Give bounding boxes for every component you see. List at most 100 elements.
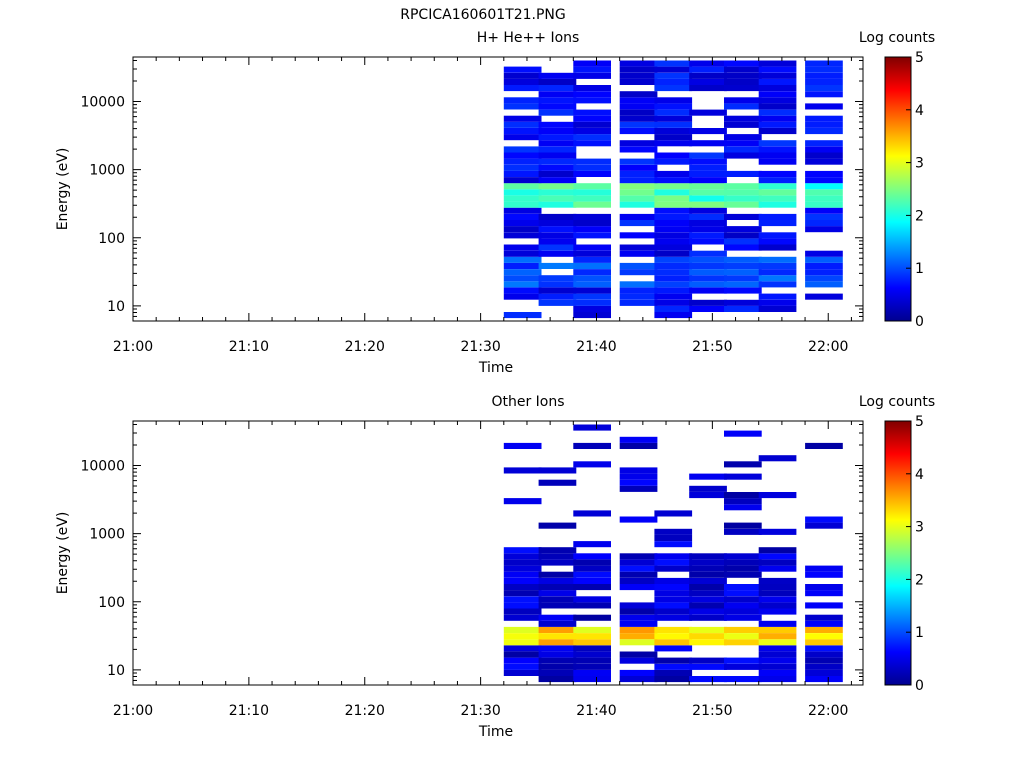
- heatmap-cell: [689, 614, 727, 621]
- heatmap-cell: [805, 442, 843, 449]
- heatmap-cell: [503, 269, 542, 276]
- heatmap-cell: [503, 244, 542, 251]
- heatmap-cell: [724, 195, 762, 202]
- heatmap-cell: [724, 262, 762, 269]
- heatmap-cell: [805, 121, 843, 128]
- heatmap-cell: [758, 281, 797, 288]
- heatmap-cell: [654, 140, 693, 147]
- heatmap-cell: [538, 250, 577, 257]
- heatmap-cell: [503, 275, 542, 282]
- heatmap-cell: [689, 128, 727, 135]
- x-tick-label: 21:30: [460, 339, 500, 355]
- y-tick-label: 1000: [89, 163, 125, 179]
- x-tick-label: 21:00: [113, 703, 153, 719]
- heatmap-cell: [654, 510, 693, 517]
- heatmap-cell: [654, 170, 693, 177]
- heatmap-cell: [805, 522, 843, 529]
- heatmap-cell: [758, 128, 797, 135]
- heatmap-cell: [689, 492, 727, 499]
- heatmap-cell: [654, 596, 693, 603]
- heatmap-cell: [689, 639, 727, 646]
- heatmap-cell: [724, 528, 762, 535]
- x-tick-label: 21:10: [229, 339, 269, 355]
- colorbar-tick-label: 0: [915, 678, 924, 694]
- heatmap-cell: [503, 250, 542, 257]
- heatmap-cell: [573, 571, 611, 578]
- heatmap-cell: [805, 226, 843, 233]
- heatmap-cell: [503, 115, 542, 122]
- heatmap-cell: [573, 293, 611, 300]
- heatmap-cell: [619, 436, 658, 443]
- heatmap-cell: [724, 626, 762, 633]
- heatmap-cell: [538, 299, 577, 306]
- heatmap-cell: [573, 287, 611, 294]
- colorbar-tick-label: 3: [915, 520, 924, 536]
- heatmap-cell: [654, 676, 693, 683]
- heatmap-cell: [573, 614, 611, 621]
- heatmap-cell: [503, 669, 542, 676]
- heatmap-cell: [805, 177, 843, 184]
- heatmap-cell: [538, 663, 577, 670]
- heatmap-cell: [503, 262, 542, 269]
- panel-title: Other Ions: [491, 394, 564, 410]
- heatmap-cell: [654, 608, 693, 615]
- heatmap-cell: [573, 158, 611, 165]
- heatmap-cell: [654, 559, 693, 566]
- heatmap-cell: [805, 115, 843, 122]
- heatmap-cell: [573, 269, 611, 276]
- heatmap-cell: [619, 177, 658, 184]
- heatmap-cell: [724, 639, 762, 646]
- heatmap-cell: [503, 78, 542, 85]
- heatmap-cell: [619, 158, 658, 165]
- heatmap-cell: [689, 559, 727, 566]
- heatmap-cell: [538, 571, 577, 578]
- heatmap-cell: [758, 152, 797, 159]
- heatmap-cell: [689, 305, 727, 312]
- heatmap-cell: [724, 85, 762, 92]
- heatmap-cell: [758, 109, 797, 116]
- heatmap-cell: [758, 565, 797, 572]
- heatmap-cell: [805, 663, 843, 670]
- heatmap-cell: [758, 455, 797, 462]
- heatmap-cell: [724, 226, 762, 233]
- heatmap-cell: [503, 657, 542, 664]
- heatmap-cell: [503, 97, 542, 104]
- heatmap-cell: [724, 559, 762, 566]
- heatmap-cell: [724, 232, 762, 239]
- heatmap-cell: [689, 195, 727, 202]
- colorbar-tick-label: 0: [915, 314, 924, 330]
- y-tick-label: 10000: [80, 459, 125, 475]
- heatmap-cell: [503, 128, 542, 135]
- heatmap-cell: [654, 60, 693, 67]
- heatmap-cell: [619, 189, 658, 196]
- heatmap-cell: [538, 220, 577, 227]
- heatmap-cell: [758, 158, 797, 165]
- heatmap-cell: [689, 238, 727, 245]
- heatmap-cell: [538, 121, 577, 128]
- heatmap-cell: [689, 657, 727, 664]
- heatmap-cell: [724, 287, 762, 294]
- heatmap-cell: [758, 201, 797, 208]
- plot-frame: [132, 56, 864, 322]
- y-tick-label: 10000: [80, 95, 125, 111]
- heatmap-cell: [689, 275, 727, 282]
- heatmap-cell: [724, 152, 762, 159]
- heatmap-cell: [573, 577, 611, 584]
- heatmap-cell: [538, 164, 577, 171]
- heatmap-cell: [538, 657, 577, 664]
- heatmap-cell: [503, 596, 542, 603]
- heatmap-cell: [689, 183, 727, 190]
- heatmap-cell: [538, 177, 577, 184]
- heatmap-cell: [805, 152, 843, 159]
- colorbar-tick-label: 2: [915, 572, 924, 588]
- heatmap-cell: [805, 85, 843, 92]
- heatmap-cell: [654, 269, 693, 276]
- heatmap-cell: [538, 238, 577, 245]
- heatmap-cell: [654, 244, 693, 251]
- heatmap-cell: [503, 590, 542, 597]
- heatmap-cell: [758, 60, 797, 67]
- heatmap-cell: [538, 134, 577, 141]
- heatmap-cell: [724, 269, 762, 276]
- heatmap-cell: [538, 522, 577, 529]
- heatmap-cell: [805, 584, 843, 591]
